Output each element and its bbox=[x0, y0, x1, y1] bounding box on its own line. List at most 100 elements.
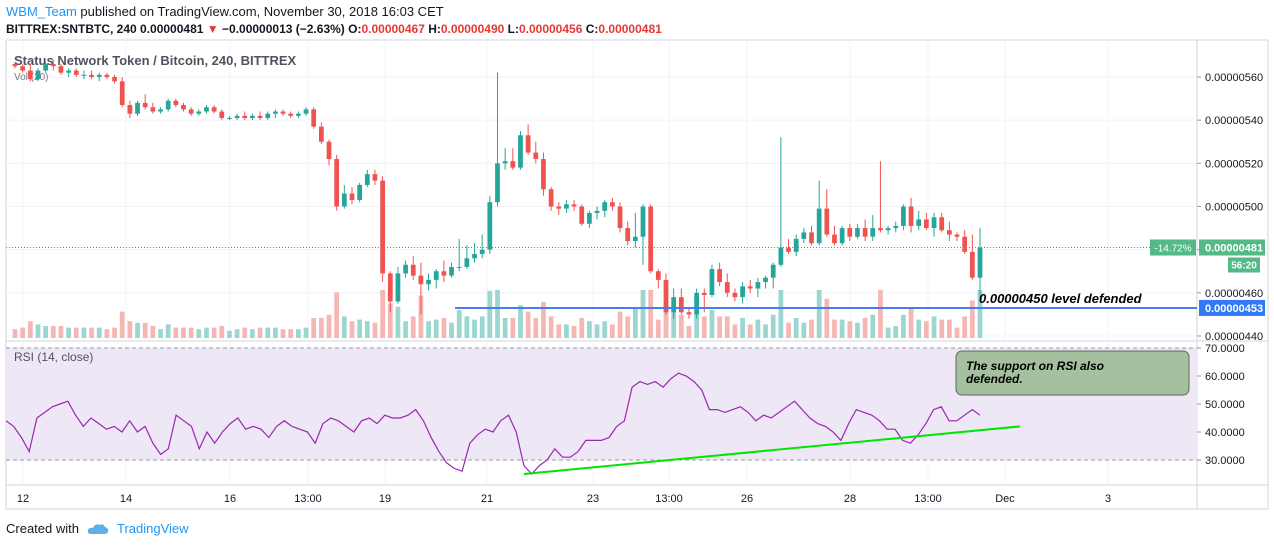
candle-body bbox=[211, 107, 217, 112]
rsi-note-line2: defended. bbox=[966, 372, 1023, 386]
price-tick-label: 0.00000560 bbox=[1205, 72, 1263, 84]
candle-body bbox=[541, 159, 546, 190]
volume-bar bbox=[640, 290, 646, 338]
volume-bar bbox=[196, 329, 202, 338]
candle-body bbox=[449, 266, 454, 276]
volume-bar bbox=[548, 316, 554, 338]
candle-body bbox=[81, 74, 87, 76]
candle-body bbox=[410, 264, 416, 276]
volume-bar bbox=[211, 327, 217, 338]
price-tick-label: 0.00000460 bbox=[1205, 288, 1263, 300]
volume-bar bbox=[219, 326, 225, 338]
volume-bar bbox=[839, 319, 845, 338]
candle-body bbox=[495, 163, 500, 203]
candle-body bbox=[885, 228, 891, 231]
candle-body bbox=[479, 249, 485, 254]
candle-body bbox=[564, 204, 569, 209]
low-label: L: bbox=[507, 22, 519, 36]
candle-body bbox=[809, 232, 814, 244]
volume-bar bbox=[847, 321, 853, 338]
candle-body bbox=[96, 74, 102, 77]
volume-bar bbox=[181, 327, 186, 338]
candle-body bbox=[441, 271, 447, 276]
price-tick-label: 0.00000500 bbox=[1205, 202, 1263, 214]
volume-bar bbox=[288, 329, 294, 338]
candle-body bbox=[602, 202, 608, 211]
candle-body bbox=[648, 206, 654, 272]
candle-body bbox=[594, 210, 600, 213]
volume-bar bbox=[150, 326, 156, 338]
volume-bar bbox=[793, 318, 799, 338]
tradingview-brand-link[interactable]: TradingView bbox=[116, 521, 189, 536]
candle-body bbox=[250, 115, 255, 119]
price-change: −0.00000013 (−2.63%) bbox=[222, 22, 345, 36]
candle-body bbox=[701, 292, 707, 295]
high-label: H: bbox=[428, 22, 441, 36]
volume-bar bbox=[58, 326, 64, 338]
volume-bar bbox=[541, 302, 546, 338]
candle-body bbox=[763, 277, 768, 283]
candle-body bbox=[50, 64, 56, 67]
candle-body bbox=[548, 189, 554, 207]
candle-body bbox=[66, 70, 71, 73]
volume-bar bbox=[832, 319, 837, 338]
volume-bar bbox=[318, 318, 324, 338]
volume-bar bbox=[127, 321, 133, 338]
candle-body bbox=[832, 234, 837, 244]
candle-body bbox=[855, 228, 860, 237]
volume-bar bbox=[594, 324, 600, 338]
volume-bar bbox=[456, 310, 462, 338]
author-link[interactable]: WBM_Team bbox=[6, 4, 77, 19]
volume-bar bbox=[755, 319, 761, 338]
volume-bar bbox=[724, 316, 730, 338]
volume-bar bbox=[678, 314, 684, 338]
candle-body bbox=[655, 271, 661, 280]
volume-bar bbox=[648, 290, 654, 338]
candle-body bbox=[288, 113, 294, 116]
candle-body bbox=[962, 236, 968, 252]
volume-bar bbox=[104, 329, 110, 338]
volume-bar bbox=[870, 314, 876, 338]
candle-body bbox=[426, 279, 431, 285]
price-tick-label: 0.00000440 bbox=[1205, 331, 1263, 343]
candle-body bbox=[27, 70, 33, 80]
volume-bar bbox=[587, 321, 592, 338]
change-pct-label: -14.72% bbox=[1154, 244, 1191, 255]
volume-bar bbox=[946, 319, 952, 338]
volume-bar bbox=[908, 308, 914, 338]
volume-bar bbox=[533, 318, 539, 338]
time-tick-label: 26 bbox=[741, 493, 753, 505]
volume-bar bbox=[464, 316, 470, 338]
volume-bar bbox=[349, 321, 355, 338]
candle-body bbox=[724, 282, 730, 293]
candle-body bbox=[778, 247, 784, 265]
candle-body bbox=[357, 184, 363, 201]
volume-bar bbox=[387, 303, 393, 338]
volume-bar bbox=[801, 322, 807, 338]
volume-bar bbox=[487, 290, 493, 338]
time-tick-label: 23 bbox=[587, 493, 599, 505]
volume-bar bbox=[556, 324, 562, 338]
volume-bar bbox=[204, 327, 209, 338]
candle-body bbox=[58, 66, 64, 73]
volume-bar bbox=[234, 329, 240, 338]
footer: Created with TradingView bbox=[6, 521, 189, 536]
volume-bar bbox=[472, 319, 477, 338]
candle-body bbox=[663, 279, 669, 313]
candle-body bbox=[372, 174, 378, 181]
volume-bar bbox=[579, 318, 585, 338]
candle-body bbox=[326, 141, 332, 160]
volume-bar bbox=[602, 321, 608, 338]
created-with-label: Created with bbox=[6, 521, 79, 536]
last-price: 0.00000481 bbox=[140, 22, 204, 36]
rsi-tick-label: 70.0000 bbox=[1205, 343, 1245, 355]
volume-bar bbox=[655, 319, 661, 338]
candle-body bbox=[625, 228, 631, 242]
symbol-label: BITTREX:SNTBTC, 240 bbox=[6, 22, 137, 36]
low-value: 0.00000456 bbox=[518, 22, 583, 36]
time-tick-label: 3 bbox=[1105, 493, 1111, 505]
candle-body bbox=[709, 269, 715, 295]
candle-body bbox=[257, 115, 263, 119]
volume-bar bbox=[89, 327, 94, 338]
